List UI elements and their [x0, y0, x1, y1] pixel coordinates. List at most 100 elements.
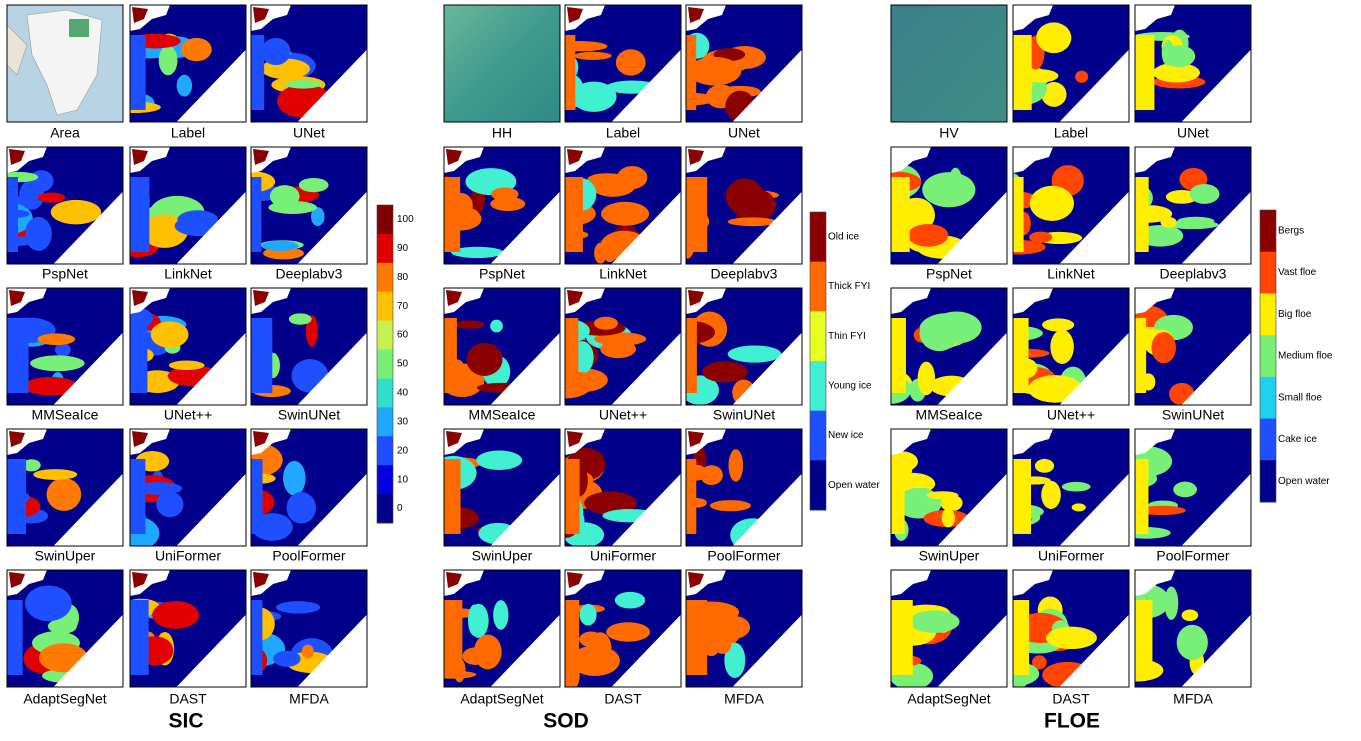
class-region	[151, 321, 189, 348]
class-region	[616, 49, 646, 75]
class-region	[468, 604, 481, 635]
group-title: FLOE	[1044, 710, 1100, 733]
class-region	[1050, 330, 1074, 364]
map-panel	[3, 288, 123, 405]
panel-label: SwinUper	[35, 548, 96, 564]
coast	[565, 177, 583, 252]
map-panel	[0, 147, 123, 264]
panel-label: MFDA	[1173, 691, 1213, 707]
map-content	[540, 288, 681, 405]
class-region	[1041, 481, 1061, 509]
class-region	[466, 343, 502, 376]
map-content	[554, 429, 681, 548]
class-region	[177, 75, 192, 97]
map-content	[1121, 147, 1251, 264]
map-content	[1111, 570, 1251, 687]
class-region	[1161, 217, 1177, 228]
coast	[444, 318, 457, 393]
coast	[444, 600, 462, 675]
map-panel	[996, 288, 1129, 405]
coast	[565, 459, 580, 534]
coast	[1135, 35, 1154, 110]
map-content	[444, 5, 560, 122]
class-region	[262, 241, 299, 251]
map-content	[112, 429, 246, 550]
class-region	[710, 500, 751, 511]
class-region	[289, 313, 312, 324]
coast	[130, 35, 146, 110]
colorbar-segment	[377, 350, 393, 379]
colorbar-segment	[377, 407, 393, 436]
class-region	[159, 46, 178, 76]
class-region	[919, 315, 959, 351]
map-panel	[1121, 147, 1251, 264]
coast	[686, 35, 696, 110]
panel-label: UNet++	[599, 407, 647, 423]
coast	[565, 600, 579, 675]
map-content	[1120, 288, 1251, 405]
class-region	[553, 41, 608, 51]
class-region	[33, 469, 77, 480]
coast	[565, 35, 575, 110]
colorbar-segment	[1260, 335, 1276, 377]
map-panel	[554, 429, 681, 548]
panel-label: SwinUper	[472, 548, 533, 564]
panel-label: PoolFormer	[272, 548, 345, 564]
map-content	[996, 288, 1129, 405]
colorbar-label: 10	[397, 474, 409, 485]
colorbar-label: 70	[397, 301, 409, 312]
panel-label: Deeplabv3	[276, 266, 343, 282]
map-panel	[663, 147, 802, 264]
colorbar-segment	[810, 361, 826, 411]
panel-label: MFDA	[724, 691, 764, 707]
map-panel	[878, 429, 1007, 546]
colorbar-segment	[377, 205, 393, 234]
group-title: SOD	[543, 710, 589, 733]
map-content	[120, 288, 246, 405]
class-region	[1062, 482, 1091, 492]
class-region	[276, 601, 320, 613]
coast	[1013, 459, 1031, 534]
coast	[444, 459, 461, 534]
sar	[444, 5, 560, 122]
map-panel	[428, 288, 560, 405]
coast	[251, 177, 261, 252]
class-region	[918, 362, 936, 396]
map-panel	[886, 570, 1007, 690]
colorbar-label: 40	[397, 388, 409, 399]
colorbar-segment	[1260, 210, 1276, 252]
class-region	[474, 635, 502, 670]
coast	[686, 459, 696, 534]
class-region	[261, 38, 290, 65]
map-content	[433, 147, 560, 264]
map-panel	[555, 147, 681, 264]
coast	[891, 177, 910, 252]
class-region	[926, 491, 958, 499]
class-region	[1072, 503, 1086, 511]
map-panel	[111, 570, 246, 687]
class-region	[1046, 627, 1097, 649]
colorbar-label: Vast floe	[1278, 267, 1317, 278]
map-panel	[553, 570, 681, 693]
colorbar-label: 50	[397, 359, 409, 370]
colorbar-segment	[377, 378, 393, 407]
map-panel	[231, 147, 367, 264]
colorbar-label: Medium floe	[1278, 351, 1333, 362]
class-region	[302, 645, 314, 659]
map-panel	[430, 429, 560, 546]
map-content	[7, 5, 123, 122]
map-content	[661, 5, 802, 122]
map-panel	[444, 5, 560, 122]
panel-label: SwinUNet	[1162, 407, 1224, 423]
class-region	[454, 320, 484, 328]
map-content	[0, 147, 123, 264]
map-content	[992, 570, 1129, 690]
colorbar-segment	[810, 212, 826, 262]
colorbar-segment	[1260, 293, 1276, 335]
panel-label: UNet	[1177, 125, 1209, 141]
class-region	[51, 200, 101, 224]
class-region	[25, 217, 52, 251]
coast	[1135, 459, 1148, 534]
figure: AreaLabelUNetPspNetLinkNetDeeplabv3MMSea…	[0, 0, 1361, 736]
colorbar-label: 90	[397, 243, 409, 254]
